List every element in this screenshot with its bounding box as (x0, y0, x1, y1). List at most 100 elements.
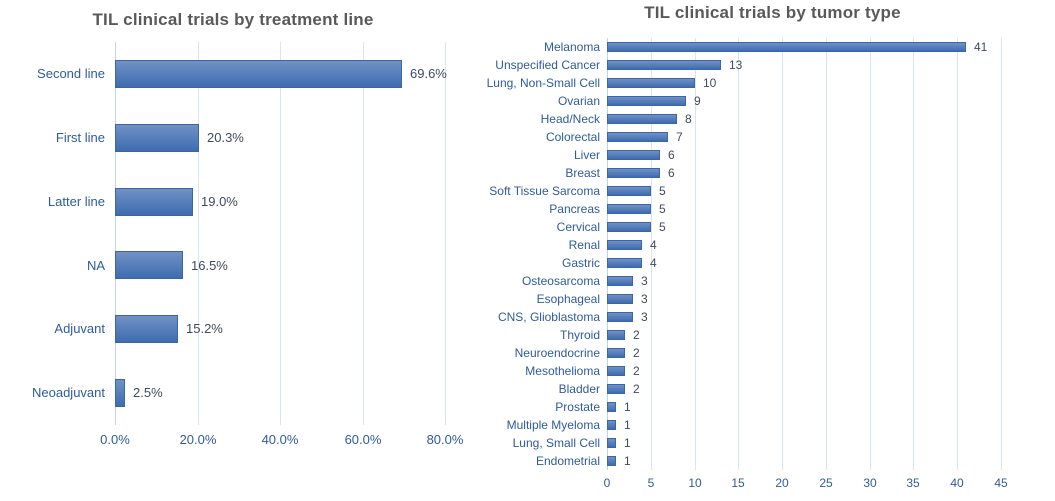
category-label: Unspecified Cancer (495, 58, 600, 72)
value-label: 7 (676, 130, 683, 144)
chart-row: Esophageal 3 (537, 290, 1027, 308)
bar (607, 60, 721, 70)
chart-row: Unspecified Cancer 13 (495, 56, 1027, 74)
bar (115, 187, 193, 216)
bar (607, 78, 695, 88)
value-label: 13 (729, 58, 743, 72)
gridline (957, 38, 958, 470)
tumor-type-chart: TIL clinical trials by tumor type Melano… (460, 0, 1055, 501)
chart-row: Neoadjuvant 2.5% (32, 361, 471, 425)
x-axis-tick-label: 35 (906, 476, 920, 490)
category-label: Adjuvant (54, 321, 105, 337)
bar (607, 276, 633, 286)
value-label: 6 (668, 148, 675, 162)
x-axis-tick-label: 25 (819, 476, 833, 490)
chart-row: Colorectal 7 (546, 128, 1027, 146)
bar (607, 222, 651, 232)
x-axis-tick-label: 0.0% (100, 432, 130, 447)
gridline (738, 38, 739, 470)
chart-row: Soft Tissue Sarcoma 5 (489, 182, 1027, 200)
value-label: 2 (633, 346, 640, 360)
category-label: Endometrial (535, 454, 600, 468)
value-label: 41 (974, 40, 988, 54)
treatment-line-plot-area: Second line 69.6% First line 20.3% Latter li… (32, 42, 471, 447)
value-label: 20.3% (207, 129, 244, 145)
chart-title-treatment-line: TIL clinical trials by treatment line (92, 10, 374, 29)
chart-row: Liver 6 (574, 146, 1027, 164)
bar (607, 186, 651, 196)
chart-row: Ovarian 9 (558, 92, 1027, 110)
value-label: 4 (650, 238, 657, 252)
category-label: Thyroid (559, 328, 600, 342)
bar (607, 168, 660, 178)
gridline (913, 38, 914, 470)
x-axis-tick-label: 40.0% (261, 432, 299, 447)
gridline (695, 38, 696, 470)
chart-row: Latter line 19.0% (48, 170, 471, 234)
chart-row: Neuroendocrine 2 (515, 344, 1027, 362)
x-axis-tick-label: 60.0% (344, 432, 382, 447)
value-label: 2 (633, 382, 640, 396)
chart-row: Thyroid 2 (560, 326, 1027, 344)
category-label: Neoadjuvant (32, 385, 105, 401)
value-label: 2 (633, 364, 640, 378)
value-label: 5 (659, 220, 666, 234)
value-label: 6 (668, 166, 675, 180)
chart-row: CNS, Glioblastoma 3 (498, 308, 1027, 326)
bar (607, 348, 625, 358)
x-axis-tick-label: 20 (775, 476, 789, 490)
category-label: Bladder (558, 382, 600, 396)
bar (607, 294, 633, 304)
y-axis-line (607, 38, 608, 470)
bar (607, 330, 625, 340)
chart-row: Lung, Non-Small Cell 10 (487, 74, 1027, 92)
category-label: Mesothelioma (525, 364, 600, 378)
category-label: Esophageal (536, 292, 600, 306)
value-label: 15.2% (186, 321, 223, 337)
bar (607, 150, 660, 160)
x-axis-tick-label: 10 (688, 476, 702, 490)
bar (607, 456, 616, 466)
gridline (198, 42, 199, 425)
bar (607, 384, 625, 394)
x-axis-tick-label: 15 (731, 476, 745, 490)
value-label: 3 (641, 292, 648, 306)
y-axis-line (115, 42, 116, 425)
gridline (1001, 38, 1002, 470)
category-label: Osteosarcoma (521, 274, 600, 288)
category-label: NA (86, 257, 105, 273)
tumor-type-plot-area: Melanoma 41 Unspecified Cancer 13 Lung, Non-… (487, 38, 1027, 490)
chart-row: Second line 69.6% (37, 42, 471, 106)
category-label: CNS, Glioblastoma (497, 310, 600, 324)
gridline (280, 42, 281, 425)
category-label: Lung, Non-Small Cell (486, 76, 600, 90)
value-label: 1 (624, 436, 631, 450)
value-label: 3 (641, 274, 648, 288)
treatment-line-chart: TIL clinical trials by treatment line Se… (0, 0, 500, 501)
category-label: Neuroendocrine (514, 346, 600, 360)
x-axis-tick-label: 30 (863, 476, 877, 490)
bar (115, 379, 125, 408)
x-axis-tick-label: 80.0% (426, 432, 464, 447)
category-label: Second line (37, 66, 105, 81)
value-label: 1 (624, 418, 631, 432)
chart-row: Gastric 4 (562, 254, 1027, 272)
bar (607, 366, 625, 376)
value-label: 69.6% (410, 66, 447, 81)
chart-row: Renal 4 (569, 236, 1027, 254)
x-axis-tick-label: 0 (603, 476, 611, 490)
chart-row: Lung, Small Cell 1 (513, 434, 1027, 452)
chart-row: Pancreas 5 (549, 200, 1027, 218)
value-label: 8 (685, 112, 692, 126)
bar (607, 438, 616, 448)
category-label: Colorectal (545, 130, 600, 144)
chart-row: Adjuvant 15.2% (54, 297, 471, 361)
bar (115, 315, 178, 344)
bar (607, 132, 668, 142)
value-label: 2.5% (133, 385, 163, 401)
gridline (445, 42, 446, 425)
category-label: Head/Neck (540, 112, 600, 126)
category-label: Ovarian (557, 94, 600, 108)
chart-row: Cervical 5 (557, 218, 1027, 236)
category-label: First line (55, 129, 105, 145)
